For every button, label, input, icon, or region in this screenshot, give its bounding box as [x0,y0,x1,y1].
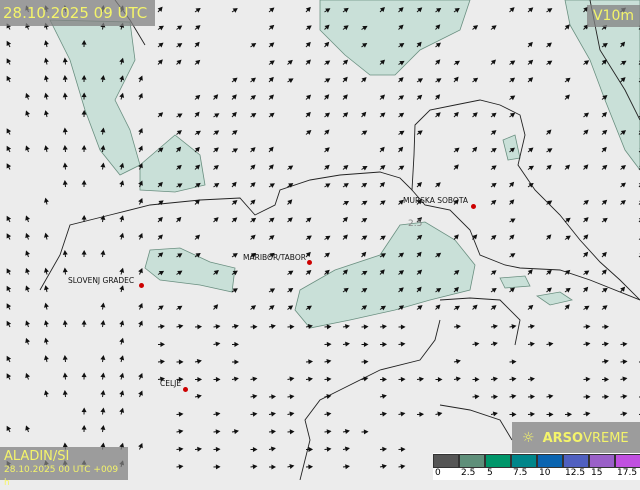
model-run: 28.10.2025 00 UTC +009 h [4,464,124,490]
city-marker [471,204,476,209]
city-marker [139,283,144,288]
legend-swatch [459,454,485,468]
wind-speed-legend: 0 2.5 5 7.5 10 12.5 15 17.5 [433,453,640,480]
model-info: ALADIN/SI 28.10.2025 00 UTC +009 h [0,447,128,480]
legend-swatch [563,454,589,468]
city-marker [183,387,188,392]
city-label: MARIBOR/TABOR [243,253,306,262]
brand-bold: ARSO [543,431,584,446]
city-label: SLOVENJ GRADEC [68,276,134,285]
contour-label: 2.5 [408,219,422,229]
wind-map: 2.5 [0,0,640,480]
model-name: ALADIN/SI [4,449,124,464]
brand-logo[interactable]: ☼ ARSOVREME [512,422,640,454]
legend-tick: 5 [487,468,493,478]
legend-tick: 2.5 [461,468,475,478]
legend-swatch [589,454,615,468]
city-marker [307,260,312,265]
legend-swatch [537,454,563,468]
legend-swatch [433,454,459,468]
legend-tick: 17.5 [617,468,637,478]
city-label: MURSKA SOBOTA [403,196,468,205]
legend-tick: 0 [435,468,441,478]
legend-tick: 15 [591,468,602,478]
valid-time-label: 28.10.2025 09 UTC [0,0,155,26]
field-label: V10m [587,5,640,27]
city-label: CELJE [160,379,181,388]
legend-swatch [615,454,640,468]
legend-tick: 10 [539,468,550,478]
wind-area [500,276,530,288]
brand-rest: VREME [583,431,629,446]
legend-tick: 12.5 [565,468,585,478]
legend-swatch [511,454,537,468]
legend-swatch [485,454,511,468]
sun-icon: ☼ [522,430,535,446]
legend-tick: 7.5 [513,468,527,478]
